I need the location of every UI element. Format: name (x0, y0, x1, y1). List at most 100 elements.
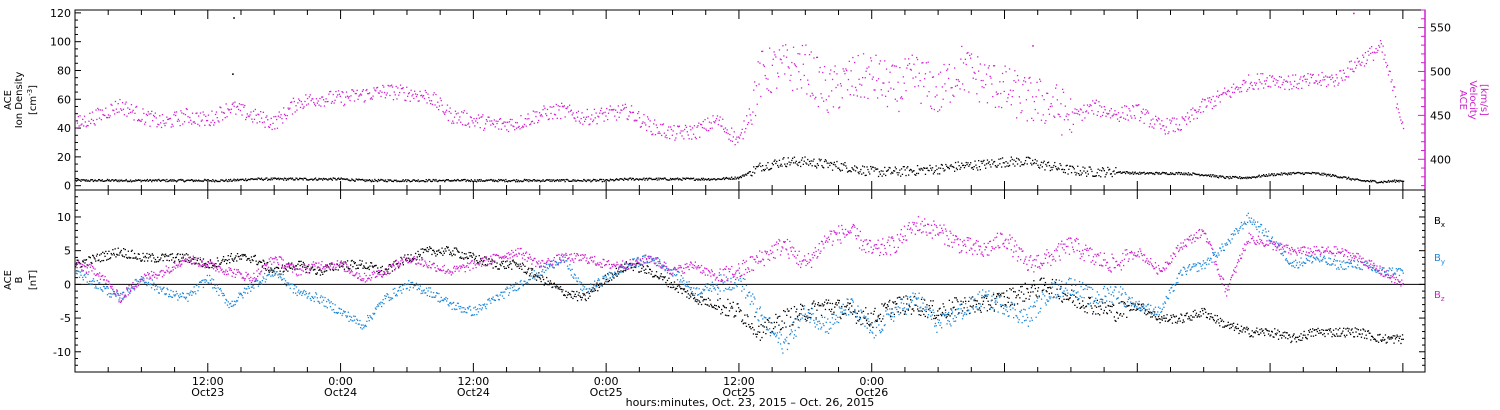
velocity-point (1002, 81, 1004, 83)
bx-point (817, 302, 820, 304)
velocity-point (683, 138, 685, 140)
velocity-point (359, 94, 361, 96)
bx-point (302, 261, 304, 264)
velocity-point (1326, 76, 1328, 78)
velocity-point (635, 120, 637, 122)
velocity-point (1117, 112, 1120, 114)
by-point (112, 289, 114, 291)
bx-point (759, 339, 761, 341)
bx-point (78, 262, 81, 264)
velocity-point (1330, 78, 1332, 81)
density-point (140, 181, 142, 183)
velocity-point (736, 136, 738, 138)
velocity-point (847, 78, 850, 81)
velocity-point (877, 78, 880, 80)
density-point (254, 178, 256, 180)
density-point (651, 178, 653, 181)
bx-point (195, 262, 197, 264)
density-point (1085, 172, 1087, 174)
density-point (728, 178, 730, 180)
velocity-point (643, 114, 645, 116)
bx-point (1156, 319, 1158, 321)
bx-point (555, 287, 557, 289)
bx-point (651, 270, 653, 273)
bx-point (604, 274, 607, 276)
density-point (1265, 174, 1267, 176)
bx-point (912, 308, 914, 310)
density-point (1383, 180, 1385, 182)
velocity-point (862, 77, 864, 79)
velocity-point (1103, 106, 1105, 108)
density-point (1159, 173, 1161, 175)
bx-point (875, 320, 878, 322)
bx-point (865, 307, 867, 309)
velocity-point (610, 109, 612, 111)
bx-point (1047, 287, 1049, 289)
velocity-point (1138, 104, 1140, 106)
bx-point (697, 303, 700, 305)
bx-point (1301, 339, 1303, 341)
density-point (856, 167, 858, 169)
bx-point (439, 251, 441, 254)
bx-point (580, 299, 583, 301)
density-point (1318, 173, 1321, 175)
bx-point (158, 259, 160, 261)
velocity-point (1278, 76, 1281, 78)
density-point (479, 180, 481, 182)
spike-point (1353, 12, 1355, 15)
bx-point (700, 303, 703, 306)
density-point (461, 179, 463, 181)
density-point (1256, 176, 1259, 178)
density-point (569, 180, 572, 182)
bx-point (341, 262, 343, 264)
velocity-point (569, 104, 571, 106)
bx-point (640, 270, 642, 272)
velocity-point (323, 105, 326, 107)
bx-point (1047, 287, 1050, 289)
density-point (1177, 173, 1179, 175)
velocity-point (1116, 113, 1118, 116)
bx-point (533, 276, 535, 278)
density-point (718, 178, 720, 180)
velocity-point (939, 71, 942, 73)
bx-point (1155, 318, 1157, 320)
bx-point (654, 274, 656, 277)
bx-point (1277, 329, 1279, 331)
bx-point (1068, 299, 1070, 301)
density-point (1392, 179, 1394, 182)
by-point (84, 273, 86, 276)
bx-point (1036, 296, 1038, 298)
velocity-point (969, 54, 971, 57)
density-point (800, 165, 802, 168)
density-point (589, 179, 591, 181)
density-point (1192, 172, 1194, 174)
bx-point (179, 253, 181, 256)
bx-point (1020, 291, 1023, 293)
density-point (592, 179, 594, 182)
density-point (463, 178, 465, 181)
velocity-point (1314, 82, 1316, 84)
velocity-point (243, 106, 245, 108)
density-point (833, 161, 835, 164)
bx-point (1216, 315, 1218, 317)
density-point (393, 179, 395, 181)
velocity-point (569, 110, 572, 112)
velocity-point (464, 124, 466, 126)
bx-point (985, 295, 987, 297)
density-point (681, 179, 683, 181)
density-point (644, 179, 646, 181)
by-point (155, 284, 157, 287)
velocity-point (567, 106, 569, 108)
velocity-point (897, 81, 899, 83)
velocity-point (81, 123, 83, 125)
density-point (126, 180, 128, 182)
velocity-point (837, 84, 839, 86)
velocity-point (1282, 81, 1284, 84)
density-point (258, 177, 260, 179)
bx-point (594, 288, 596, 290)
bx-point (1042, 289, 1044, 291)
bx-point (681, 292, 683, 295)
density-point (379, 179, 381, 181)
density-point (532, 179, 534, 181)
bx-point (353, 262, 356, 265)
